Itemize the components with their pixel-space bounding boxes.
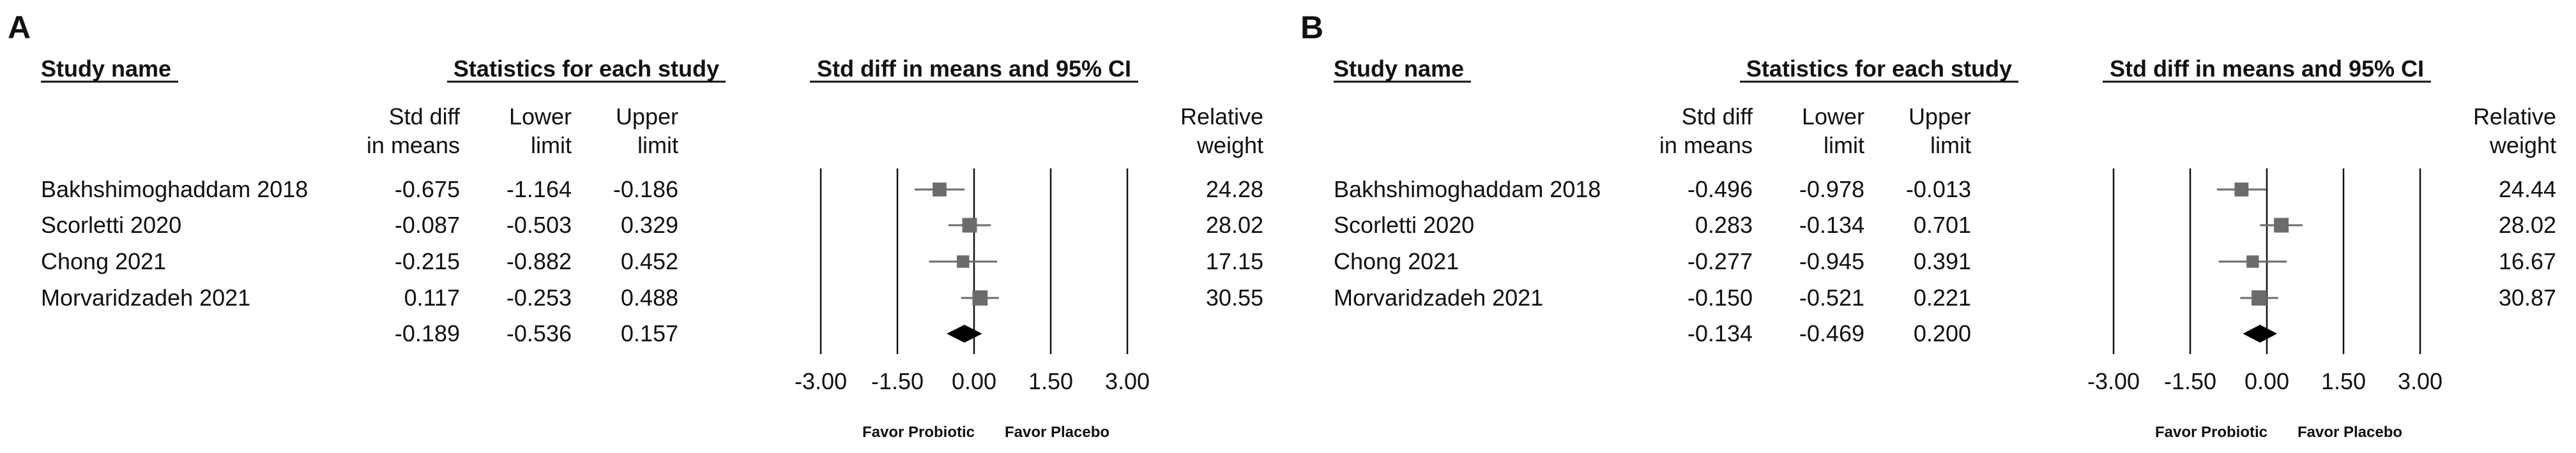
header-study-name: Study name — [41, 56, 171, 82]
x-tick-label: 0.00 — [952, 368, 996, 394]
study-upper-value: -0.013 — [1906, 176, 1971, 202]
forest-plot-panel-a: A Study name Statistics for each study Std … — [8, 10, 1263, 441]
study-upper-value: 0.452 — [621, 248, 678, 274]
x-tick-label: 3.00 — [2398, 368, 2443, 394]
study-lower-value: -0.503 — [507, 212, 572, 238]
study-smd-value: -0.150 — [1688, 285, 1753, 311]
forest-plot-a-svg: A Study name Statistics for each study Std … — [8, 10, 1263, 441]
study-point-marker — [2252, 290, 2267, 306]
x-tick-label: -1.50 — [871, 368, 924, 394]
panel-label: A — [8, 10, 31, 45]
header-lower-limit: limit — [1824, 132, 1864, 158]
summary-upper-value: 0.157 — [621, 320, 678, 346]
study-upper-value: -0.186 — [613, 176, 678, 202]
study-weight-value: 28.02 — [2499, 212, 2556, 238]
study-name: Bakhshimoghaddam 2018 — [41, 176, 308, 202]
study-smd-value: 0.117 — [404, 285, 460, 311]
header-relative: Relative — [1180, 103, 1263, 130]
header-lower-limit: limit — [531, 132, 572, 158]
study-upper-value: 0.329 — [621, 212, 678, 238]
x-tick-label: 3.00 — [1105, 368, 1150, 394]
favor-probiotic-label: Favor Probiotic — [2155, 424, 2267, 441]
header-std-diff: Std diff — [389, 103, 461, 130]
study-name: Morvaridzadeh 2021 — [1334, 285, 1543, 311]
favor-placebo-label: Favor Placebo — [1005, 424, 1109, 441]
study-name: Morvaridzadeh 2021 — [41, 285, 250, 311]
study-smd-value: 0.283 — [1695, 212, 1753, 238]
study-weight-value: 16.67 — [2499, 248, 2556, 274]
study-lower-value: -1.164 — [507, 176, 572, 202]
study-weight-value: 28.02 — [1206, 212, 1263, 238]
x-tick-label: -3.00 — [795, 368, 847, 394]
study-point-marker — [2274, 218, 2289, 233]
x-tick-label: -3.00 — [2087, 368, 2140, 394]
study-lower-value: -0.882 — [507, 248, 572, 274]
study-lower-value: -0.253 — [507, 285, 572, 311]
study-weight-value: 30.87 — [2499, 285, 2556, 311]
summary-diamond — [2243, 325, 2277, 343]
summary-smd-value: -0.134 — [1688, 320, 1753, 346]
study-lower-value: -0.134 — [1799, 212, 1864, 238]
header-upper-limit: limit — [1930, 132, 1971, 158]
study-upper-value: 0.701 — [1914, 212, 1971, 238]
study-weight-value: 17.15 — [1206, 248, 1263, 274]
header-lower: Lower — [1802, 103, 1864, 130]
header-upper: Upper — [616, 103, 678, 130]
header-in-means: in means — [1659, 132, 1753, 158]
study-point-marker — [957, 255, 970, 268]
study-point-marker — [933, 182, 947, 197]
summary-diamond — [947, 325, 982, 343]
study-weight-value: 24.28 — [1206, 176, 1263, 202]
study-name: Scorletti 2020 — [1334, 212, 1474, 238]
study-smd-value: -0.277 — [1688, 248, 1753, 274]
study-smd-value: -0.087 — [395, 212, 460, 238]
study-smd-value: -0.675 — [395, 176, 460, 202]
header-in-means: in means — [367, 132, 460, 158]
summary-lower-value: -0.536 — [507, 320, 572, 346]
study-point-marker — [2234, 182, 2249, 197]
study-point-marker — [962, 218, 977, 233]
header-ci: Std diff in means and 95% CI — [817, 56, 1131, 82]
header-relative: Relative — [2473, 103, 2556, 130]
panel-label: B — [1300, 10, 1323, 45]
study-point-marker — [972, 290, 988, 306]
study-point-marker — [2246, 255, 2259, 268]
study-upper-value: 0.221 — [1914, 285, 1971, 311]
study-name: Chong 2021 — [41, 248, 166, 274]
header-upper-limit: limit — [637, 132, 678, 158]
header-lower: Lower — [509, 103, 572, 130]
study-weight-value: 30.55 — [1206, 285, 1263, 311]
study-smd-value: -0.496 — [1688, 176, 1753, 202]
header-ci: Std diff in means and 95% CI — [2110, 56, 2424, 82]
summary-upper-value: 0.200 — [1914, 320, 1971, 346]
study-lower-value: -0.978 — [1799, 176, 1864, 202]
study-upper-value: 0.391 — [1914, 248, 1971, 274]
header-statistics: Statistics for each study — [453, 56, 719, 82]
study-upper-value: 0.488 — [621, 285, 678, 311]
summary-smd-value: -0.189 — [395, 320, 460, 346]
forest-plot-panel-b: B Study name Statistics for each study Std … — [1293, 0, 2576, 453]
summary-lower-value: -0.469 — [1799, 320, 1864, 346]
x-tick-label: -1.50 — [2164, 368, 2216, 394]
favor-probiotic-label: Favor Probiotic — [862, 424, 975, 441]
header-weight: weight — [1196, 132, 1263, 158]
header-statistics: Statistics for each study — [1746, 56, 2012, 82]
x-tick-label: 1.50 — [1028, 368, 1073, 394]
x-tick-label: 1.50 — [2321, 368, 2366, 394]
header-std-diff: Std diff — [1682, 103, 1753, 130]
favor-placebo-label: Favor Placebo — [2298, 424, 2402, 441]
study-smd-value: -0.215 — [395, 248, 460, 274]
study-name: Scorletti 2020 — [41, 212, 181, 238]
header-study-name: Study name — [1334, 56, 1464, 82]
header-weight: weight — [2489, 132, 2556, 158]
study-weight-value: 24.44 — [2499, 176, 2556, 202]
study-name: Chong 2021 — [1334, 248, 1459, 274]
forest-plot-b-svg: B Study name Statistics for each study Std … — [1300, 10, 2556, 441]
header-upper: Upper — [1909, 103, 1971, 130]
study-lower-value: -0.521 — [1799, 285, 1864, 311]
study-name: Bakhshimoghaddam 2018 — [1334, 176, 1601, 202]
study-lower-value: -0.945 — [1799, 248, 1864, 274]
x-tick-label: 0.00 — [2244, 368, 2289, 394]
